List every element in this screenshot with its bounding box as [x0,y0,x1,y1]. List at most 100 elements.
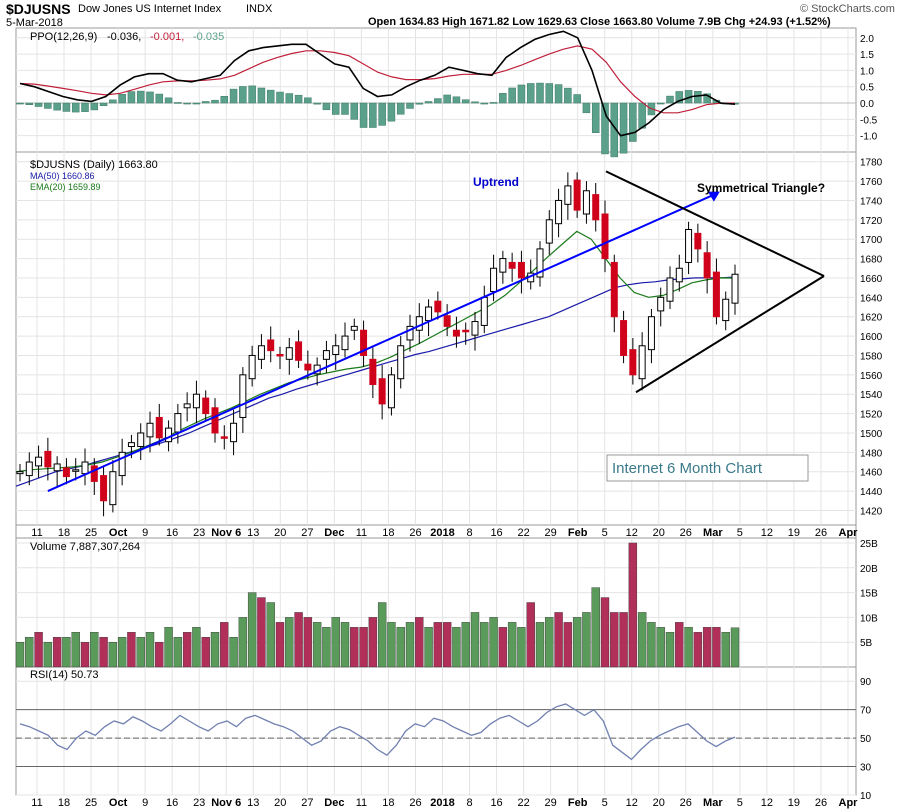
x-tick-label-bottom: 23 [193,797,205,809]
candle-up [127,442,135,448]
y-tick-label: 5B [860,638,873,649]
x-tick-label-top: 18 [382,527,394,539]
x-tick-label-bottom: 11 [356,797,367,809]
volume-legend: Volume 7,887,307,264 [30,541,140,553]
candle-up [536,248,544,278]
ma50-legend: MA(50) 1660.86 [30,171,95,181]
candle-up [285,347,293,360]
volume-bar [331,617,340,668]
y-tick-label: 50 [860,734,872,745]
info-box-text: Internet 6 Month Chart [612,460,763,477]
volume-bar [164,627,173,668]
volume-bar [610,612,619,668]
candle-up [731,273,739,304]
volume-bar [387,622,396,668]
ppo-histogram-bar [619,102,628,154]
volume-bar [470,612,480,668]
y-tick-label: 2.0 [860,34,874,45]
x-tick-label-bottom: 20 [653,797,665,809]
x-tick-label-bottom: Mar [703,797,723,809]
volume-bar [452,627,461,668]
y-tick-label: 1460 [860,468,883,479]
candle-down [267,339,275,352]
ppo-histogram-bar [266,89,275,104]
candle-down [295,341,303,361]
volume-bar [619,612,628,668]
uptrend-arrowhead [707,191,720,202]
y-tick-label: 1440 [860,487,883,498]
y-tick-label: 30 [860,763,872,774]
y-tick-label: 10 [860,791,872,802]
candle-up [387,374,395,409]
volume-bar [192,627,201,668]
x-tick-label-top: 9 [142,527,148,539]
ppo-histogram-bar [304,97,312,104]
volume-bar [80,641,90,668]
candle-up [192,393,200,409]
x-tick-label-top: Mar [703,527,723,539]
volume-bar [322,627,331,668]
candle-up [183,403,191,409]
ppo-histogram-bar [322,102,331,111]
candle-down [62,467,70,478]
candle-up [582,190,590,215]
rsi-legend: RSI(14) 50.73 [30,669,98,681]
x-tick-label-bottom: 19 [788,797,800,809]
ohlc-summary: Open 1634.83 High 1671.82 Low 1629.63 Cl… [368,16,831,28]
x-tick-label-bottom: 22 [517,797,529,809]
ppo-hist-value: -0.035 [193,31,224,43]
ppo-histogram-bar [331,102,340,115]
ppo-histogram-bar [573,94,581,104]
ppo-histogram-bar [127,91,136,104]
ppo-histogram-bar [313,102,321,105]
ppo-histogram-bar [136,90,145,104]
ppo-histogram-bar [211,99,219,104]
x-tick-label-top: 12 [761,527,773,539]
x-tick-label-top: 18 [58,527,70,539]
candle-down [703,252,711,279]
y-tick-label: 25B [860,539,878,550]
y-tick-label: 1520 [860,410,883,421]
volume-bar [71,632,80,668]
x-tick-label-top: 16 [490,527,502,539]
volume-bar [647,622,656,668]
volume-bar [415,617,424,668]
candle-down [44,450,52,468]
candle-up [406,325,414,341]
volume-bar [396,627,405,668]
x-tick-label-top: 2018 [430,527,454,539]
ppo-value: -0.036, [107,31,141,43]
x-tick-label-top: 5 [602,527,608,539]
y-tick-label: 1720 [860,216,883,227]
volume-bar [489,617,498,668]
ppo-histogram-bar [99,102,108,106]
candle-up [109,471,117,506]
candle-down [304,363,312,371]
candle-down [629,349,637,376]
candle-up [685,229,693,263]
x-tick-label-bottom: 18 [382,797,394,809]
volume-bar [600,597,610,668]
candle-up [137,432,145,448]
ppo-histogram-bar [229,88,238,104]
volume-bar [312,622,322,668]
ppo-histogram-bar [508,87,516,104]
candle-up [341,335,349,351]
ppo-histogram-bar [564,87,572,104]
ppo-histogram-bar [239,86,247,104]
x-tick-label-bottom: Feb [568,797,588,809]
volume-bar [173,637,183,668]
volume-bar [34,632,43,668]
volume-bar [127,632,136,668]
ppo-histogram-bar [53,102,61,111]
x-tick-label-top: 16 [166,527,178,539]
volume-bar [545,617,554,668]
volume-bar [15,641,25,668]
ppo-histogram-bar [109,99,117,104]
x-tick-label-top: 11 [356,527,367,539]
volume-bar [442,622,452,668]
x-tick-label-bottom: 27 [301,797,313,809]
candle-down [90,465,98,482]
candle-down [443,315,451,327]
